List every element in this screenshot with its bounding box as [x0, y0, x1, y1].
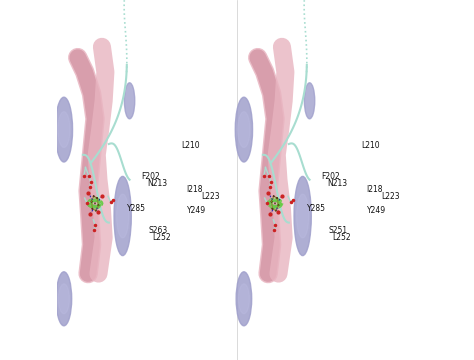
Text: I218: I218 — [366, 185, 383, 194]
Text: F202: F202 — [321, 172, 340, 181]
Circle shape — [91, 201, 92, 202]
Text: I218: I218 — [187, 185, 203, 194]
Ellipse shape — [55, 97, 73, 162]
Text: Y249: Y249 — [366, 206, 386, 215]
Circle shape — [271, 201, 272, 202]
Text: Y285: Y285 — [307, 204, 326, 213]
Text: Y285: Y285 — [127, 204, 146, 213]
Ellipse shape — [297, 194, 309, 238]
Text: Y249: Y249 — [187, 206, 206, 215]
Circle shape — [278, 204, 279, 206]
Ellipse shape — [238, 112, 250, 148]
Circle shape — [274, 203, 276, 204]
Ellipse shape — [58, 284, 69, 314]
Circle shape — [93, 195, 94, 197]
Circle shape — [276, 197, 278, 199]
Ellipse shape — [56, 272, 72, 326]
Ellipse shape — [235, 97, 253, 162]
Text: N213: N213 — [327, 179, 347, 188]
Circle shape — [95, 210, 97, 211]
Text: F202: F202 — [142, 172, 160, 181]
Text: S263: S263 — [149, 226, 168, 235]
Ellipse shape — [238, 284, 249, 314]
Text: L223: L223 — [201, 192, 219, 201]
Circle shape — [94, 203, 96, 204]
Ellipse shape — [294, 176, 311, 256]
Circle shape — [92, 208, 93, 210]
Text: N213: N213 — [147, 179, 167, 188]
Circle shape — [273, 195, 274, 197]
Text: S251: S251 — [329, 226, 348, 235]
Text: L252: L252 — [153, 233, 171, 242]
Text: L210: L210 — [181, 141, 200, 150]
Circle shape — [275, 210, 276, 211]
Text: L210: L210 — [361, 141, 380, 150]
Ellipse shape — [124, 83, 135, 119]
Text: L252: L252 — [332, 233, 351, 242]
Ellipse shape — [114, 176, 131, 256]
Circle shape — [98, 204, 99, 206]
Circle shape — [272, 208, 273, 210]
Ellipse shape — [117, 194, 129, 238]
Ellipse shape — [58, 112, 70, 148]
Ellipse shape — [304, 83, 315, 119]
Ellipse shape — [236, 272, 252, 326]
Circle shape — [96, 197, 98, 199]
Text: L223: L223 — [381, 192, 400, 201]
